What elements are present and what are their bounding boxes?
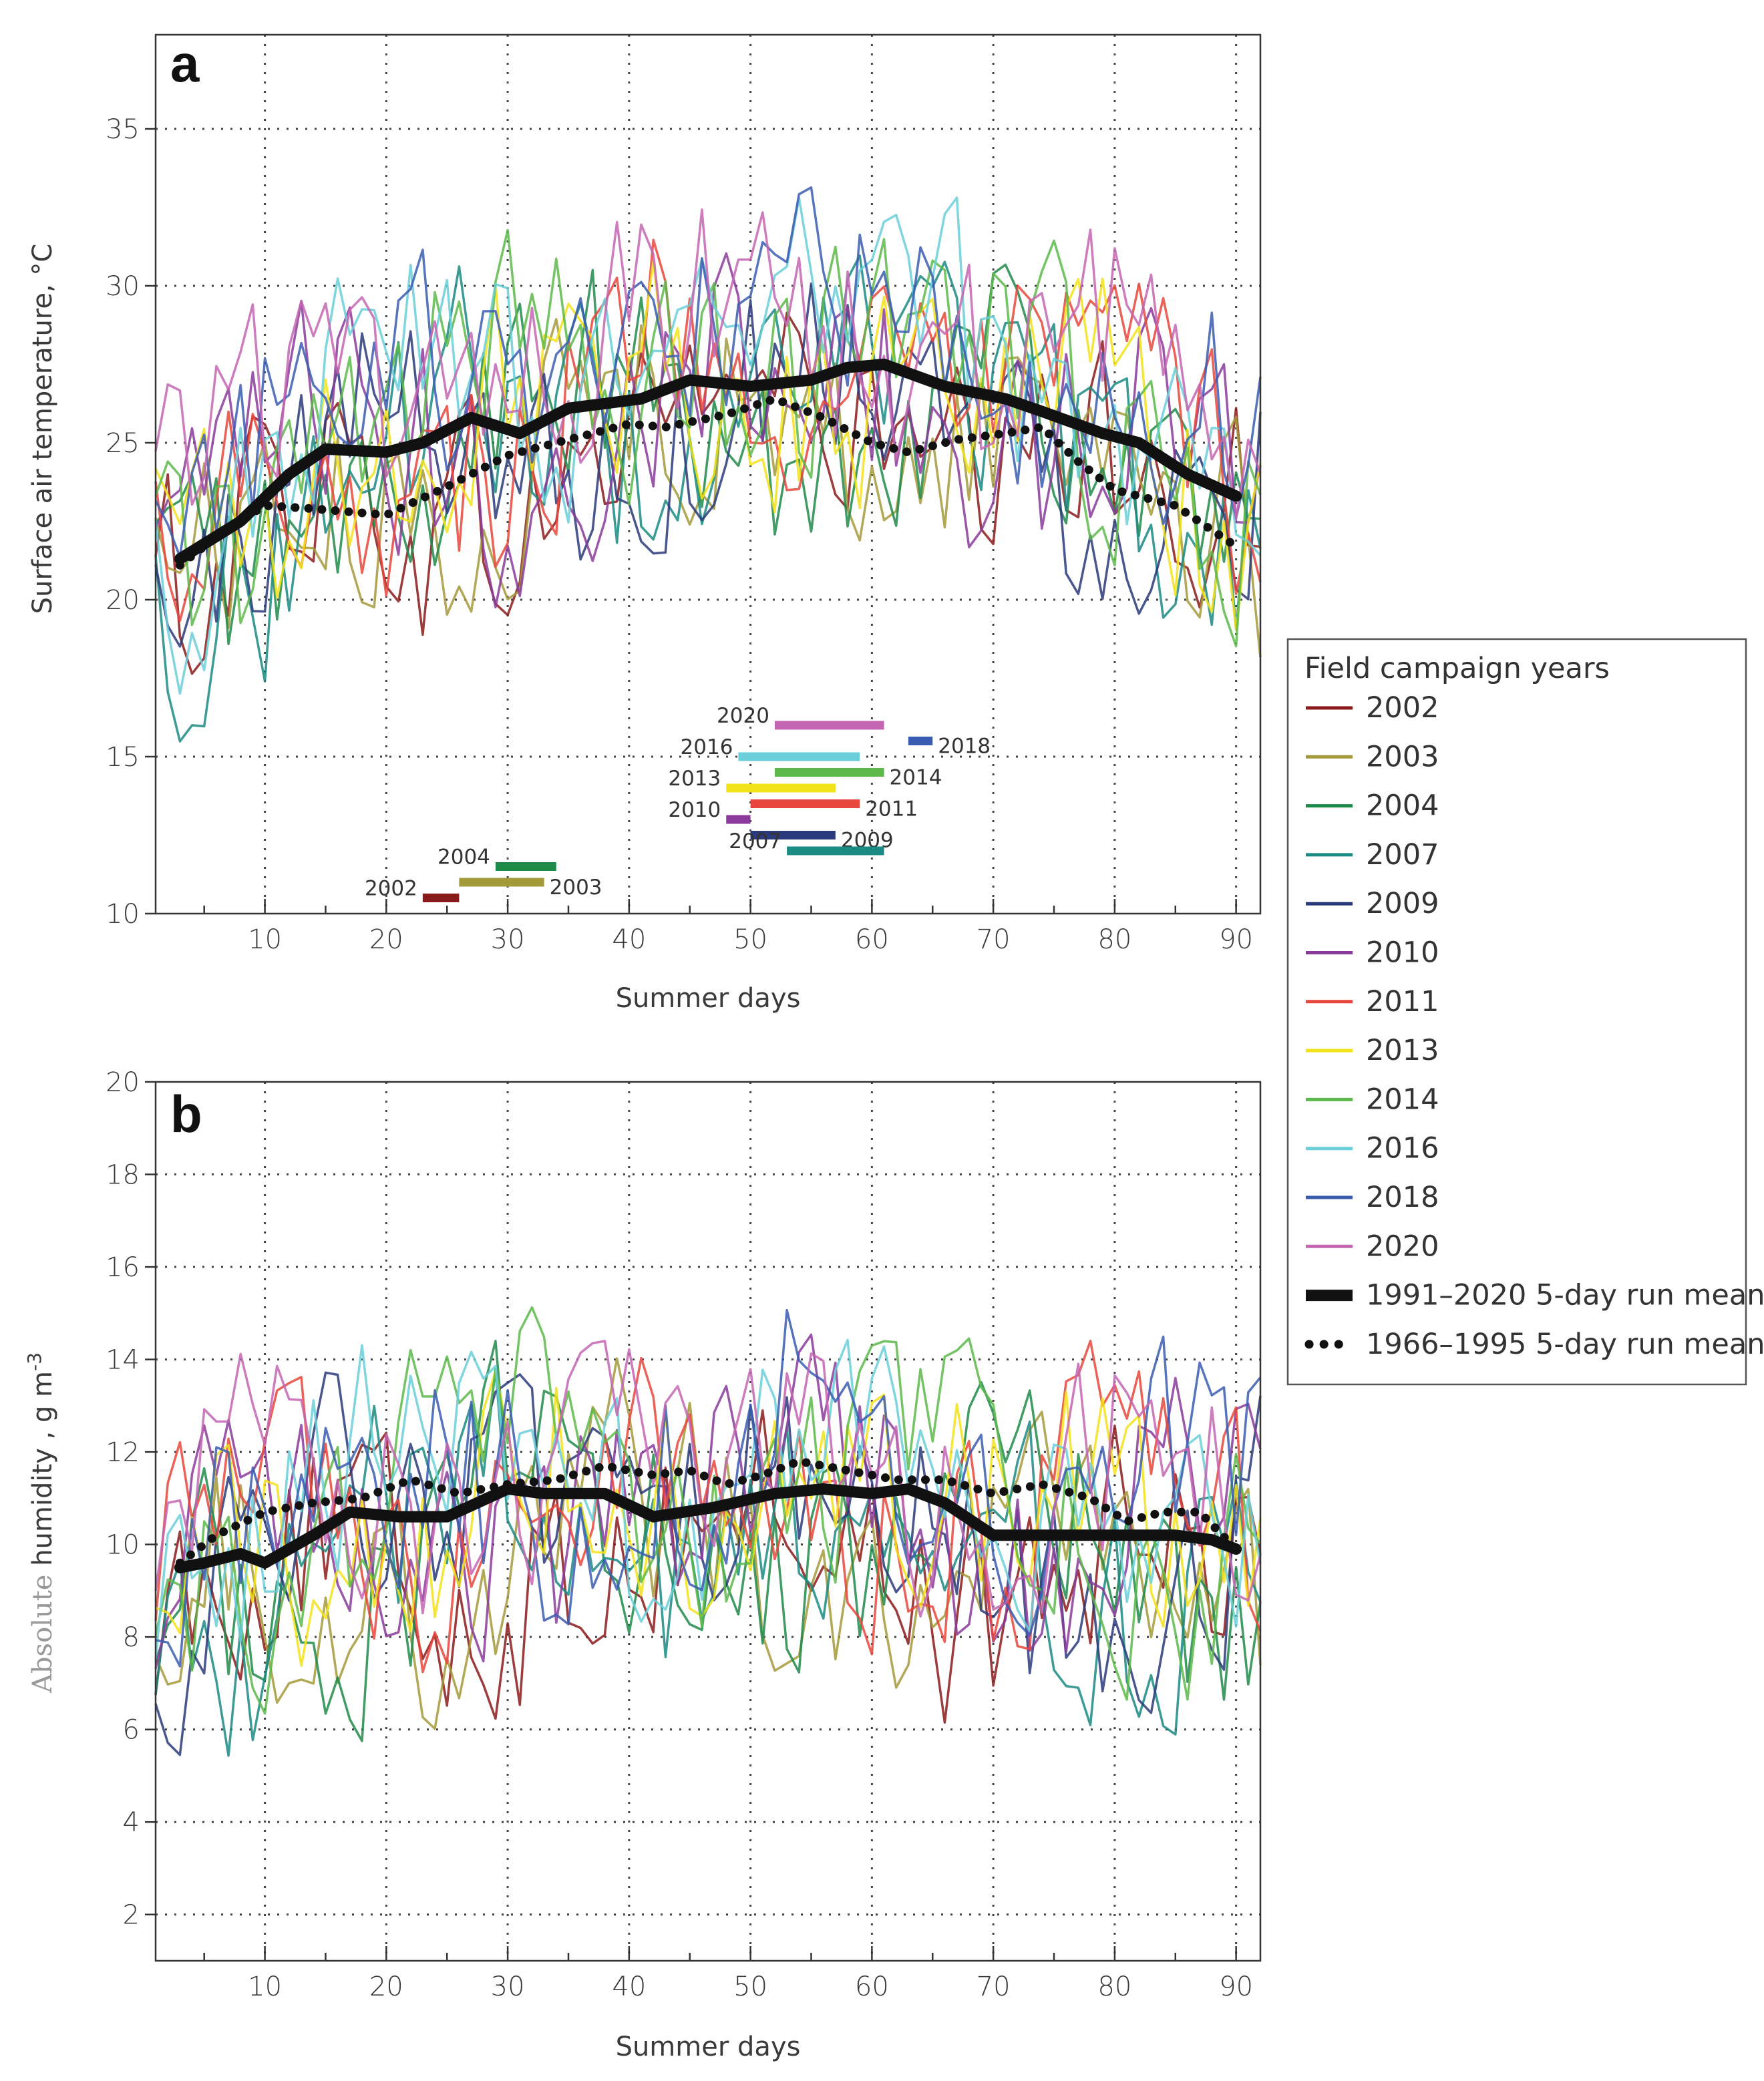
x-tick-label: 30 [491,1971,525,2002]
mean-line-1966-1995 [175,394,1241,570]
campaign-label-2016: 2016 [681,735,733,759]
x-tick-label: 20 [369,924,403,955]
x-tick-label: 90 [1219,1971,1253,2002]
panel-b-y-axis-title: Absolute humidity , g m-3 [23,1352,59,1694]
y-tick-label: 20 [106,1067,140,1098]
legend-label: 2004 [1366,789,1439,823]
yearly-series-line [154,1340,1262,1618]
x-tick-label: 50 [733,924,767,955]
y-tick-label: 30 [106,271,140,302]
y-tick-label: 12 [106,1437,140,1468]
x-tick-label: 80 [1097,1971,1131,2002]
yearly-series-line [155,1308,1262,1668]
campaign-label-2004: 2004 [437,845,490,870]
panel-a-frame [154,33,1262,915]
mean-line-1991-2020 [174,1483,1242,1573]
campaign-label-2010: 2010 [668,798,721,822]
x-tick-label: 50 [733,1971,767,2002]
x-tick-label: 60 [855,924,889,955]
legend-label: 2020 [1366,1229,1439,1263]
legend-entries: 2002 2003 2004 2007 2009 2010 2011 2013 2014 2016… [1304,691,1764,1361]
x-tick-label: 70 [977,924,1011,955]
panel-b-frame [154,1081,1262,1962]
y-tick-label: 14 [106,1345,140,1376]
panel-b-mean-lines [174,1457,1242,1573]
legend-label: 2016 [1366,1132,1439,1165]
panel-b-x-axis-title: Summer days [616,2032,801,2062]
panel-b-humidity: 10 20 30 40 50 60 70 80 90 2 4 6 8 10 12 14 16 18 20 b Sum… [23,1067,1262,2062]
legend-label: 2009 [1366,887,1439,920]
panel-b-y-title-word: Absolute [27,1575,58,1694]
y-tick-label: 18 [106,1160,140,1191]
legend-label: 2010 [1366,936,1439,970]
panel-a-y-axis-title: Surface air temperature, °C [27,244,58,614]
x-tick-label: 70 [977,1971,1011,2002]
panel-a-yearly-series [154,186,1262,743]
panel-a-letter: a [170,34,200,93]
panel-b-yearly-series [154,1306,1262,1757]
panel-a-mean-lines [174,359,1242,570]
x-tick-label: 80 [1097,924,1131,955]
y-tick-label: 35 [106,114,140,145]
x-tick-label: 10 [248,924,282,955]
y-tick-label: 8 [123,1622,140,1653]
x-tick-label: 40 [612,924,646,955]
campaign-label-2007: 2007 [729,829,781,854]
panel-a-x-axis-title: Summer days [616,983,801,1014]
legend-box [1286,638,1747,1386]
legend-label: 1991–2020 5-day run mean [1366,1279,1764,1312]
y-tick-label: 10 [106,899,140,930]
campaign-label-2013: 2013 [668,767,721,791]
x-tick-label: 90 [1219,924,1253,955]
panel-b-letter: b [170,1085,202,1143]
legend-label: 2013 [1366,1034,1439,1067]
legend: Field campaign years 2002200320042007200… [1286,638,1764,1386]
campaign-label-2003: 2003 [550,876,602,900]
x-tick-label: 20 [369,1971,403,2002]
panel-a-ticks: 10 20 30 40 50 60 70 80 90 10 15 20 25 30 35 [106,114,1253,955]
y-tick-label: 25 [106,428,140,459]
mean-line-1966-1995 [175,1457,1241,1567]
y-tick-label: 16 [106,1252,140,1283]
y-tick-label: 20 [106,585,140,616]
legend-label: 2011 [1366,985,1439,1018]
x-tick-label: 10 [248,1971,282,2002]
legend-label: 2002 [1366,691,1439,725]
yearly-series-line [154,1371,1262,1756]
yearly-series-line [154,208,1262,521]
legend-label: 2003 [1366,740,1439,773]
legend-label: 2018 [1366,1181,1439,1214]
y-tick-label: 4 [123,1807,140,1838]
legend-label: 2014 [1366,1083,1439,1116]
campaign-label-2018: 2018 [938,735,991,759]
panel-a-temperature: 2020201820162014201320112010200920072004… [27,33,1262,1014]
campaign-label-2020: 2020 [717,704,769,728]
yearly-series-line [154,282,1262,648]
x-tick-label: 60 [855,1971,889,2002]
y-tick-label: 2 [123,1900,140,1931]
panel-b-ticks: 10 20 30 40 50 60 70 80 90 2 4 6 8 10 12 14 16 18 20 [106,1067,1253,2002]
legend-label: 1966–1995 5-day run mean [1366,1328,1764,1361]
x-tick-label: 40 [612,1971,646,2002]
campaign-label-2011: 2011 [865,797,918,821]
legend-label: 2007 [1366,838,1439,872]
legend-title: Field campaign years [1304,652,1610,685]
y-tick-label: 10 [106,1530,140,1561]
campaign-label-2014: 2014 [890,766,942,790]
yearly-series-line [154,260,1262,632]
y-tick-label: 15 [106,742,140,773]
panel-a-campaign-bars: 2020201820162014201320112010200920072004… [365,704,991,902]
campaign-label-2002: 2002 [365,877,417,901]
mean-line-1991-2020 [174,359,1242,565]
y-tick-label: 6 [123,1715,140,1746]
x-tick-label: 30 [491,924,525,955]
